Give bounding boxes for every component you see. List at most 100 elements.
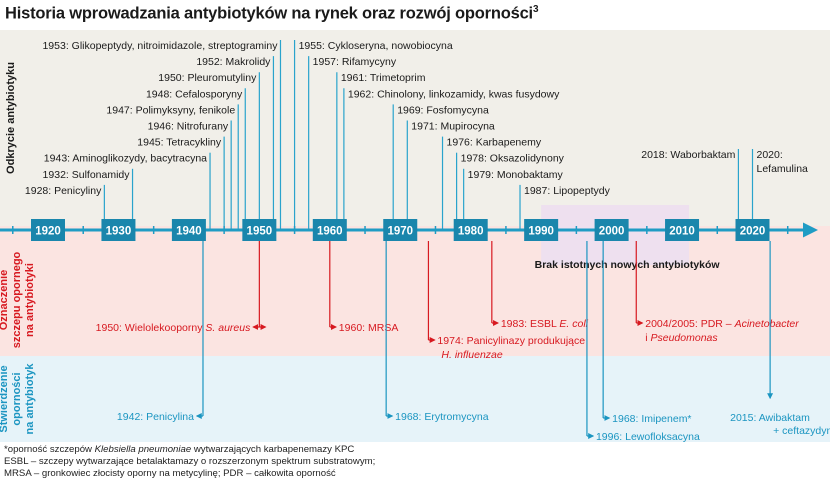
band-label-discovery: Odkrycie antybiotyku — [5, 62, 17, 174]
discovery-label-1948: 1948: Cefalosporyny — [146, 88, 243, 100]
discovery-label-1932-part: 1932: Sulfonamidy — [43, 169, 131, 181]
discovery-label-1978: 1978: Oksazolidynony — [461, 153, 565, 165]
band-label-resistance-line: szczepu opornego — [11, 251, 23, 348]
confirmed-label-3-part: 1968: Imipenem* — [612, 413, 691, 425]
resistance-label-2004-part: 2004/2005: PDR – — [645, 318, 734, 330]
discovery-label-1987: 1987: Lipopeptydy — [524, 185, 611, 197]
year-label-1930: 1930 — [106, 226, 132, 238]
resistance-label-1983-part: 1983: ESBL — [501, 318, 560, 330]
discovery-label-1979: 1979: Monobaktamy — [468, 169, 564, 181]
year-label-1990: 1990 — [528, 226, 554, 238]
discovery-label-1947-part: 1947: Polimyksyny, fenikole — [106, 104, 235, 116]
discovery-label-1943-part: 1943: Aminoglikozydy, bacytracyna — [44, 153, 207, 165]
discovery-label-1955-part: 1955: Cykloseryna, nowobiocyna — [299, 40, 453, 52]
discovery-label-2020-part: 2020: — [757, 149, 783, 161]
discovery-label-1987-part: 1987: Lipopeptydy — [524, 185, 611, 197]
discovery-label-1961: 1961: Trimetoprim — [341, 72, 426, 84]
year-box-1950 — [242, 219, 277, 241]
band-label-discovery-line: Odkrycie antybiotyku — [5, 62, 17, 174]
discovery-label-1962-part: 1962: Chinolony, linkozamidy, kwas fusyd… — [348, 88, 560, 100]
discovery-label-1957: 1957: Rifamycyny — [313, 56, 397, 68]
year-box-1980 — [453, 219, 488, 241]
year-label-2010: 2010 — [669, 226, 695, 238]
year-box-1920 — [31, 219, 65, 241]
year-label-1960: 1960 — [317, 226, 343, 238]
title-footnote-mark: 3 — [532, 4, 539, 15]
discovery-label-1950-part: 1950: Pleuromutyliny — [158, 72, 257, 84]
discovery-label-2020: 2020: — [757, 149, 783, 161]
discovery-label-1971-part: 1971: Mupirocyna — [411, 121, 495, 133]
discovery-label-1928-part: 1928: Penicyliny — [25, 185, 102, 197]
year-box-1970 — [383, 219, 418, 241]
discovery-label-1950: 1950: Pleuromutyliny — [158, 72, 257, 84]
confirmed-label-2: 1996: Lewofloksacyna — [596, 431, 700, 443]
discovery-label-1932: 1932: Sulfonamidy — [43, 169, 131, 181]
band-discovery — [0, 30, 830, 226]
confirmed-label-2015-part: + ceftazydym — [773, 425, 830, 437]
resistance-label-1960: 1960: MRSA — [339, 322, 399, 334]
footnotes: *oporność szczepów Klebsiella pneumoniae… — [4, 444, 375, 480]
band-label-resistance-line: Oznaczenie — [0, 270, 10, 331]
footnote-mrsa: MRSA – gronkowiec złocisty oporny na met… — [4, 468, 336, 479]
discovery-label-1976: 1976: Karbapenemy — [447, 137, 542, 149]
resistance-label-2004: 2004/2005: PDR – Acinetobacter — [645, 318, 799, 330]
band-label-confirmed-line: oporności — [11, 372, 23, 425]
discovery-label-1947: 1947: Polimyksyny, fenikole — [106, 104, 235, 116]
confirmed-label-2015-part: 2015: Awibaktam — [730, 412, 810, 424]
confirmed-label-2015: + ceftazydym — [773, 425, 830, 437]
discovery-label-2018: 2018: Waborbaktam — [641, 149, 735, 161]
resistance-label-1983-part: E. coli — [559, 318, 588, 330]
discovery-label-1945: 1945: Tetracykliny — [137, 137, 222, 149]
confirmed-label-1: 1968: Erytromycyna — [395, 411, 489, 423]
discovery-label-1961-part: 1961: Trimetoprim — [341, 72, 426, 84]
discovery-label-1928: 1928: Penicyliny — [25, 185, 102, 197]
resistance-label-1960-part: 1960: MRSA — [339, 322, 399, 334]
band-resistance — [0, 226, 830, 356]
resistance-label-1950-part: 1950: Wielolekooporny — [96, 322, 206, 334]
year-label-2020: 2020 — [740, 226, 766, 238]
discovery-label-2020-part: Lefamulina — [757, 163, 809, 175]
discovery-label-1952: 1952: Makrolidy — [196, 56, 271, 68]
discovery-label-1952-part: 1952: Makrolidy — [196, 56, 271, 68]
resistance-label-1974-line2: H. influenzae — [441, 349, 502, 361]
discovery-label-1979-part: 1979: Monobaktamy — [468, 169, 564, 181]
discovery-label-1955: 1955: Cykloseryna, nowobiocyna — [299, 40, 453, 52]
no-new-antibiotics-label: Brak istotnych nowych antybiotyków — [535, 259, 721, 271]
year-box-1990 — [524, 219, 559, 241]
discovery-label-1969: 1969: Fosfomycyna — [397, 104, 489, 116]
resistance-label-1983: 1983: ESBL E. coli — [501, 318, 589, 330]
band-confirmed — [0, 356, 830, 442]
year-box-2020 — [735, 219, 770, 241]
footnote-esbl: ESBL – szczepy wytwarzające betalaktamaz… — [4, 456, 376, 467]
year-label-1970: 1970 — [387, 226, 413, 238]
band-label-confirmed-line: na antybiotyk — [24, 363, 36, 435]
band-label-resistance-line: na antybiotyki — [24, 263, 36, 337]
band-label-confirmed-line: Stwierdzenie — [0, 365, 10, 432]
resistance-label-1950-part: S. aureus — [205, 322, 251, 334]
discovery-label-2018-part: 2018: Waborbaktam — [641, 149, 735, 161]
discovery-label-1953: 1953: Glikopeptydy, nitroimidazole, stre… — [42, 40, 278, 52]
discovery-label-1953-part: 1953: Glikopeptydy, nitroimidazole, stre… — [42, 40, 278, 52]
discovery-label-1976-part: 1976: Karbapenemy — [447, 137, 542, 149]
resistance-label-1950: 1950: Wielolekooporny S. aureus — [96, 322, 251, 334]
discovery-label-1978-part: 1978: Oksazolidynony — [461, 153, 565, 165]
year-label-1950: 1950 — [247, 226, 273, 238]
footnote-kpc: *oporność szczepów Klebsiella pneumoniae… — [4, 444, 355, 455]
year-box-1960 — [312, 219, 347, 241]
resistance-label-1974-part: 1974: Panicylinazy produkujące — [437, 335, 585, 347]
year-box-1940 — [171, 219, 206, 241]
resistance-label-2004-line2-part: Pseudomonas — [651, 332, 719, 344]
discovery-label-1971: 1971: Mupirocyna — [411, 121, 495, 133]
band-label-resistance: Oznaczenieszczepu opornegona antybiotyki — [0, 251, 36, 348]
discovery-label-1945-part: 1945: Tetracykliny — [137, 137, 222, 149]
band-label-confirmed: Stwierdzenieopornościna antybiotyk — [0, 363, 36, 435]
discovery-label-2020: Lefamulina — [757, 163, 809, 175]
discovery-label-1962: 1962: Chinolony, linkozamidy, kwas fusyd… — [348, 88, 560, 100]
discovery-label-1946-part: 1946: Nitrofurany — [148, 121, 229, 133]
discovery-label-1943: 1943: Aminoglikozydy, bacytracyna — [44, 153, 207, 165]
title-text: Historia wprowadzania antybiotyków na ry… — [5, 4, 533, 23]
discovery-label-1957-part: 1957: Rifamycyny — [313, 56, 397, 68]
resistance-label-2004-part: Acinetobacter — [734, 318, 800, 330]
